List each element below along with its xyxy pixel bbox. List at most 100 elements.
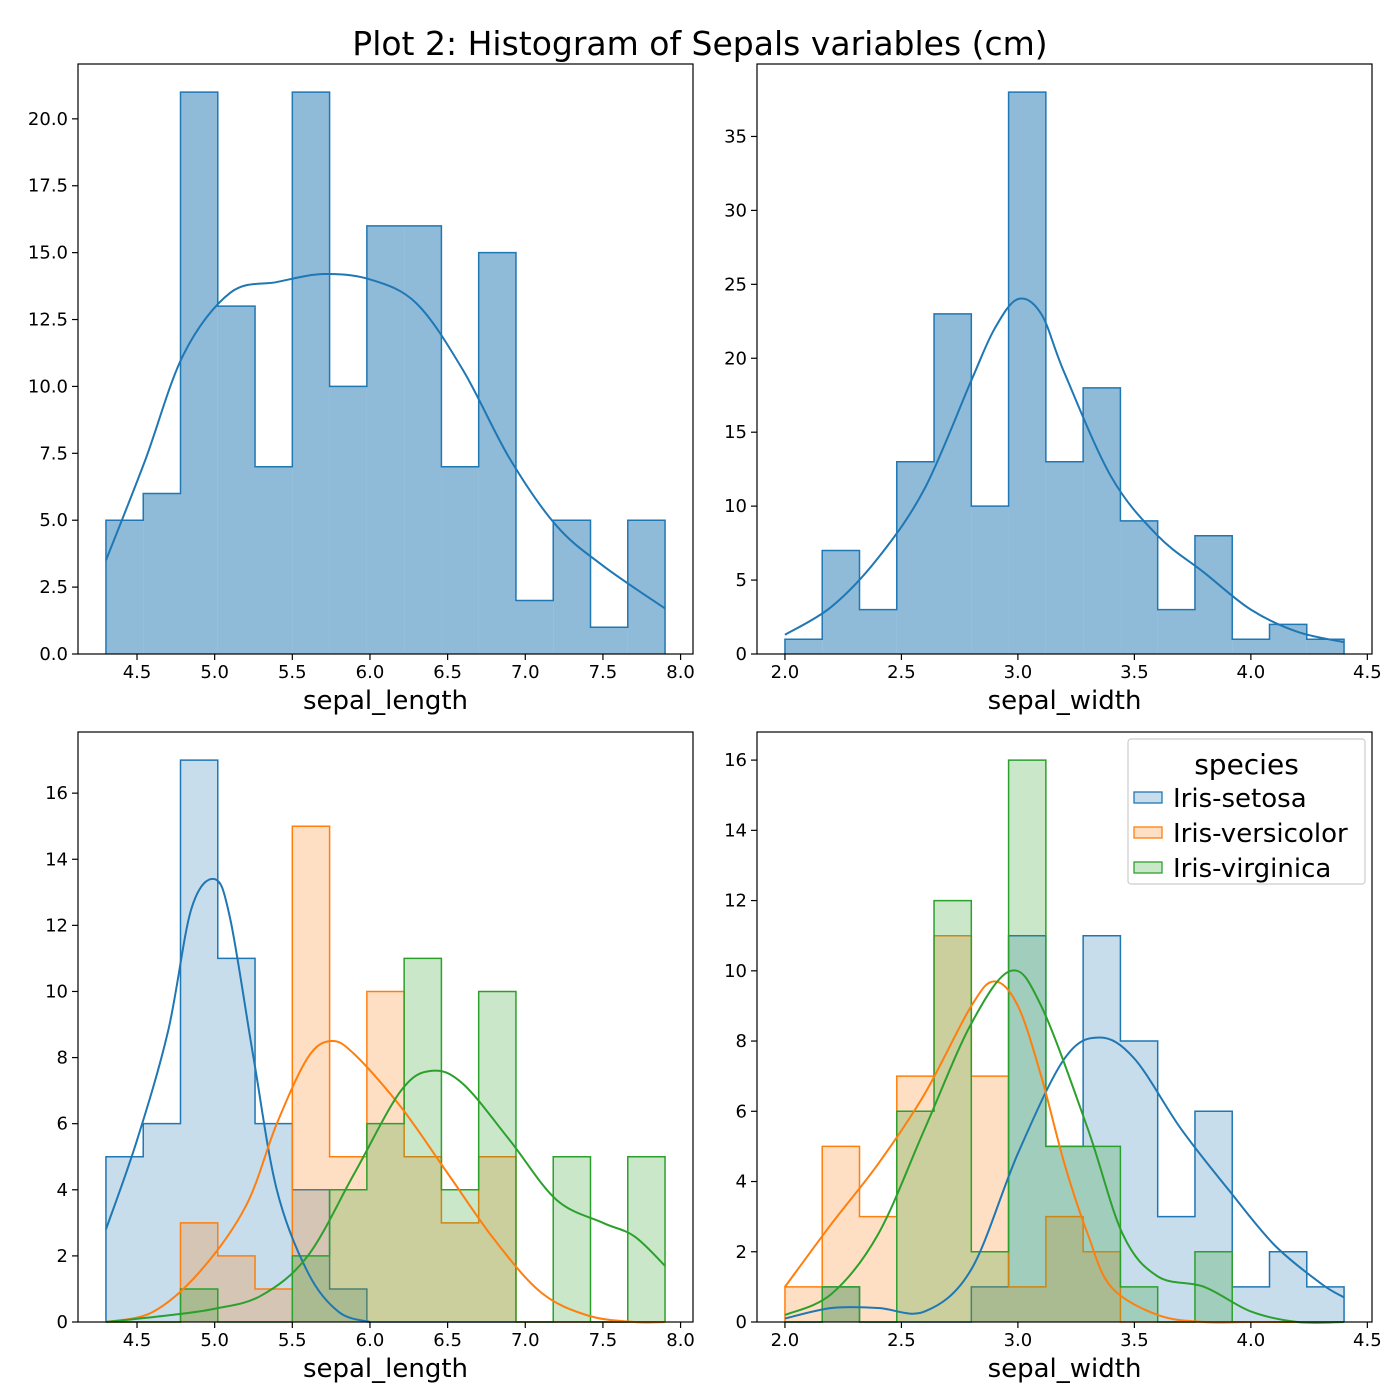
histogram-bar bbox=[1306, 639, 1345, 654]
histogram-bar bbox=[292, 92, 330, 655]
histogram-bar bbox=[180, 92, 218, 655]
histogram-bars bbox=[105, 91, 666, 655]
histogram-bars bbox=[105, 759, 666, 1323]
y-tick-label: 2.5 bbox=[39, 577, 68, 598]
y-tick-label: 4 bbox=[57, 1180, 68, 1201]
x-tick-label: 2.5 bbox=[887, 662, 916, 683]
kde-line-Iris-versicolor bbox=[105, 1040, 666, 1324]
legend-swatch bbox=[1133, 791, 1163, 804]
histogram-bar bbox=[1045, 1146, 1084, 1322]
histogram-bar bbox=[143, 1123, 181, 1322]
kde-line-Iris-setosa bbox=[105, 877, 371, 1323]
histogram-bar bbox=[1120, 1286, 1158, 1322]
histogram-bar bbox=[971, 1286, 1009, 1322]
x-axis-label: sepal_width bbox=[988, 686, 1142, 716]
y-tick-label: 12 bbox=[724, 891, 747, 912]
axes-frame bbox=[77, 731, 694, 1323]
y-tick-label: 15.0 bbox=[28, 243, 68, 264]
y-tick-label: 25 bbox=[724, 274, 747, 295]
histogram-bar bbox=[784, 639, 823, 654]
histogram-bar bbox=[255, 1288, 293, 1322]
histogram-bar bbox=[105, 520, 144, 654]
subplot-2: 2.0 2.5 3.0 3.5 4.0 4.5 0 5 10 15 20 25 30 35 sepal_wi… bbox=[724, 63, 1382, 716]
histogram-bar bbox=[934, 313, 972, 654]
y-tick-label: 8 bbox=[57, 1048, 68, 1069]
y-tick-label: 10 bbox=[724, 961, 747, 982]
histogram-bar bbox=[1157, 1216, 1195, 1322]
x-tick-label: 5.5 bbox=[278, 1330, 307, 1351]
y-tick-label: 2 bbox=[736, 1242, 747, 1263]
legend-label: Iris-virginica bbox=[1173, 854, 1331, 884]
series-Iris-versicolor bbox=[784, 934, 1345, 1323]
histogram-bar bbox=[971, 1076, 1009, 1322]
y-tick-label: 16 bbox=[724, 750, 747, 771]
histogram-bar bbox=[1120, 520, 1158, 654]
legend-label: Iris-versicolor bbox=[1173, 819, 1348, 849]
histogram-bars bbox=[784, 759, 1345, 1323]
y-tick-label: 15 bbox=[724, 422, 747, 443]
y-tick-label: 8 bbox=[736, 1031, 747, 1052]
histogram-bar bbox=[896, 1111, 935, 1322]
series-Iris-virginica bbox=[784, 759, 1345, 1323]
histogram-bar bbox=[822, 1146, 860, 1322]
histogram-bar bbox=[1157, 609, 1195, 654]
histogram-bar bbox=[859, 609, 897, 654]
y-tick-label: 14 bbox=[45, 849, 68, 870]
x-tick-label: 3.5 bbox=[1120, 1330, 1149, 1351]
histogram-bar bbox=[1194, 535, 1233, 654]
histogram-bar bbox=[627, 1156, 666, 1322]
kde-line-Iris-virginica bbox=[105, 1069, 666, 1323]
x-tick-label: 7.5 bbox=[589, 662, 618, 683]
x-axis-label: sepal_width bbox=[988, 1354, 1142, 1384]
x-tick-label: 5.0 bbox=[200, 662, 229, 683]
y-axis-ticks: 0 2 4 6 8 10 12 14 16 bbox=[45, 783, 78, 1333]
y-tick-label: 0 bbox=[736, 644, 747, 665]
histogram-bar bbox=[478, 991, 516, 1322]
subplot-4: 2.0 2.5 3.0 3.5 4.0 4.5 0 2 4 6 8 10 12 14 16 sepal_wid… bbox=[724, 731, 1382, 1384]
histogram-bar bbox=[1045, 1216, 1084, 1322]
y-tick-label: 4 bbox=[736, 1172, 747, 1193]
y-tick-label: 20.0 bbox=[28, 109, 68, 130]
histogram-bar bbox=[1045, 1146, 1084, 1322]
histogram-bar bbox=[404, 225, 442, 654]
histogram-bar bbox=[255, 466, 293, 654]
legend-entry: Iris-virginica bbox=[1133, 854, 1331, 884]
histogram-bar bbox=[441, 466, 479, 654]
legend-label: Iris-setosa bbox=[1173, 784, 1307, 814]
series-all bbox=[784, 91, 1345, 655]
histogram-bar bbox=[1194, 1251, 1233, 1322]
histogram-bar bbox=[292, 1255, 330, 1322]
x-tick-label: 3.0 bbox=[1004, 1330, 1033, 1351]
x-tick-label: 4.5 bbox=[123, 1330, 152, 1351]
x-tick-label: 6.5 bbox=[433, 1330, 462, 1351]
x-tick-label: 3.0 bbox=[1004, 662, 1033, 683]
x-tick-label: 3.5 bbox=[1120, 662, 1149, 683]
histogram-bar bbox=[143, 493, 181, 654]
y-tick-label: 17.5 bbox=[28, 176, 68, 197]
x-axis-ticks: 2.0 2.5 3.0 3.5 4.0 4.5 bbox=[771, 1322, 1382, 1351]
histogram-bar bbox=[1045, 461, 1084, 654]
series-Iris-setosa bbox=[784, 934, 1345, 1323]
x-axis-ticks: 2.0 2.5 3.0 3.5 4.0 4.5 bbox=[771, 654, 1382, 683]
histogram-bar bbox=[934, 935, 972, 1322]
histogram-bar bbox=[1120, 1041, 1158, 1322]
x-tick-label: 7.5 bbox=[589, 1330, 618, 1351]
kde-line-Iris-versicolor bbox=[784, 980, 1345, 1324]
x-tick-label: 5.0 bbox=[200, 1330, 229, 1351]
kde-curves bbox=[784, 297, 1345, 644]
histogram-bar bbox=[180, 1288, 218, 1322]
histogram-bar bbox=[404, 958, 442, 1322]
histogram-step-outline bbox=[105, 91, 666, 654]
y-tick-label: 35 bbox=[724, 126, 747, 147]
x-axis-label: sepal_length bbox=[303, 1354, 468, 1384]
kde-line-all bbox=[784, 297, 1345, 644]
histogram-bar bbox=[366, 1123, 405, 1322]
histogram-bar bbox=[822, 550, 860, 654]
x-tick-label: 7.0 bbox=[511, 1330, 540, 1351]
y-axis-ticks: 0 5 10 15 20 25 30 35 bbox=[724, 126, 757, 665]
y-tick-label: 12.5 bbox=[28, 310, 68, 331]
histogram-bar bbox=[896, 461, 935, 654]
histogram-bar bbox=[822, 1286, 860, 1322]
histogram-bar bbox=[971, 506, 1009, 654]
